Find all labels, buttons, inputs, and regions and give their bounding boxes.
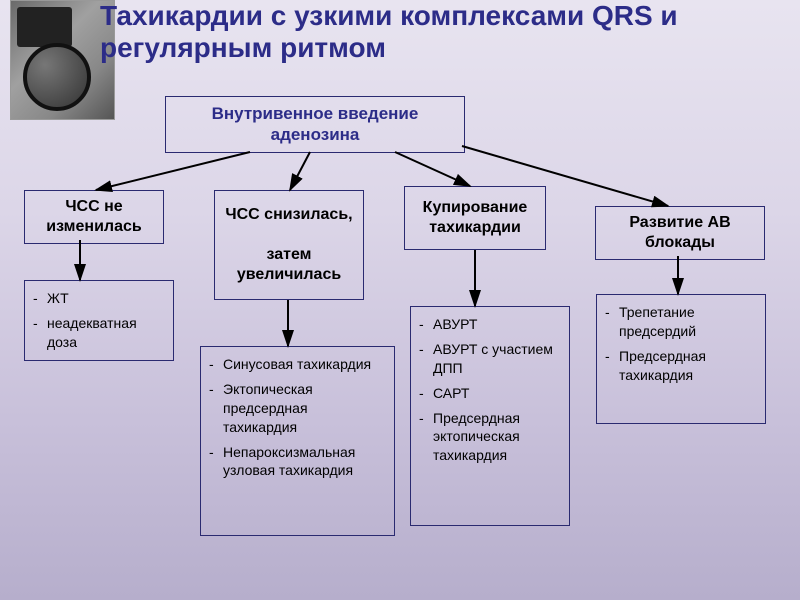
branch-label: ЧСС снизилась, затем увеличилась <box>223 205 355 285</box>
branch-label: Купирование тахикардии <box>413 198 537 238</box>
branch-label: ЧСС не изменилась <box>33 197 155 237</box>
branch-node-1: ЧСС не изменилась <box>24 190 164 244</box>
list-item: АВУРТ <box>417 315 559 334</box>
list-item: Предсердная эктопическая тахикардия <box>417 409 559 466</box>
leaf-list-4: Трепетание предсердий Предсердная тахикар… <box>596 294 766 424</box>
leaf-list-3: АВУРТ АВУРТ с участием ДПП САРТ Предсердная… <box>410 306 570 526</box>
root-node-label: Внутривенное введение аденозина <box>174 103 456 146</box>
branch-node-2: ЧСС снизилась, затем увеличилась <box>214 190 364 300</box>
list-item: Трепетание предсердий <box>603 303 755 341</box>
list-item: ЖТ <box>31 289 163 308</box>
list-item: Эктопическая предсердная тахикардия <box>207 380 384 437</box>
list-item: Непароксизмальная узловая тахикардия <box>207 443 384 481</box>
list-item: Синусовая тахикардия <box>207 355 384 374</box>
slide-title: Тахикардии с узкими комплексами QRS и ре… <box>100 0 790 64</box>
leaf-list-1: ЖТ неадекватная доза <box>24 280 174 361</box>
list-item: АВУРТ с участием ДПП <box>417 340 559 378</box>
list-item: Предсердная тахикардия <box>603 347 755 385</box>
branch-node-4: Развитие АВ блокады <box>595 206 765 260</box>
leaf-list-2: Синусовая тахикардия Эктопическая предсер… <box>200 346 395 536</box>
branch-label: Развитие АВ блокады <box>604 213 756 253</box>
list-item: САРТ <box>417 384 559 403</box>
list-item: неадекватная доза <box>31 314 163 352</box>
branch-node-3: Купирование тахикардии <box>404 186 546 250</box>
root-node: Внутривенное введение аденозина <box>165 96 465 153</box>
